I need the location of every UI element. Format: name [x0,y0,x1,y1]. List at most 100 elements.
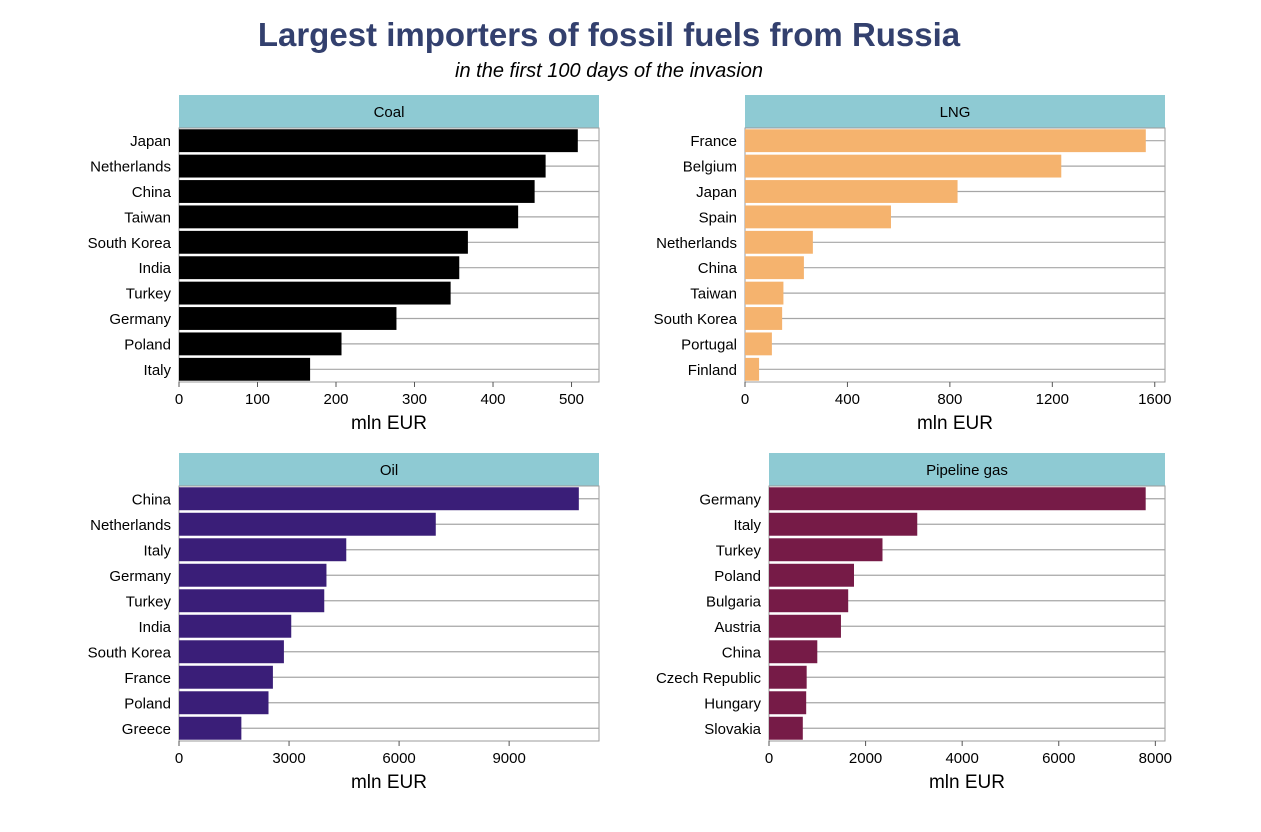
category-label: France [690,133,737,150]
x-tick-label: 200 [323,391,348,408]
bar [769,716,803,740]
category-label: Portugal [681,336,737,353]
bar [179,281,451,305]
facet-strip [179,453,599,486]
bar [745,129,1146,153]
facet-pipeline-gas: Pipeline gas Germany Italy Turkey Poland Bulg… [656,453,1172,793]
bar [745,357,760,381]
category-label: Italy [143,542,171,559]
x-tick-label: 300 [402,391,427,408]
bar [179,129,578,153]
facet-strip-label: Oil [380,462,398,479]
chart-title: Largest importers of fossil fuels from R… [257,16,961,53]
bar [769,614,841,638]
bar [769,538,883,562]
bar [769,589,849,613]
category-label: China [698,260,738,277]
bar [179,205,519,229]
x-tick-label: 0 [175,391,183,408]
bar [179,538,347,562]
category-label: Poland [124,336,171,353]
category-label: India [138,260,171,277]
x-tick-label: 6000 [382,750,415,767]
bar [179,563,327,587]
bar [745,332,772,356]
x-tick-label: 6000 [1042,750,1075,767]
x-tick-label: 0 [175,750,183,767]
bar [179,614,292,638]
bar [179,180,535,203]
facet-strip [745,95,1165,128]
category-label: China [132,491,172,508]
bar [179,512,436,536]
bar [745,281,784,305]
facet-strip-label: LNG [940,104,971,121]
x-tick-label: 400 [835,391,860,408]
x-tick-label: 400 [481,391,506,408]
category-label: Turkey [716,542,762,559]
category-label: Spain [699,209,737,226]
category-label: Finland [688,362,737,379]
category-label: France [124,670,171,687]
category-label: Japan [130,133,171,150]
x-tick-label: 4000 [945,750,978,767]
category-label: Hungary [704,695,761,712]
bar [769,512,918,536]
category-label: China [722,644,762,661]
x-tick-label: 3000 [272,750,305,767]
category-label: South Korea [88,644,172,661]
x-tick-label: 800 [937,391,962,408]
category-label: Germany [109,568,171,585]
bar [745,307,783,330]
bar [179,665,273,689]
facet-strip-label: Pipeline gas [926,462,1008,479]
facet-coal: Coal Japan Netherlands China Taiwan South Kor… [88,95,600,434]
category-label: Turkey [126,593,172,610]
category-label: Netherlands [90,159,171,176]
bar [179,589,325,613]
category-label: Taiwan [690,286,737,303]
category-label: Austria [714,619,761,636]
bar [179,716,242,740]
bar [745,230,813,254]
category-label: Slovakia [704,721,761,738]
category-label: Taiwan [124,209,171,226]
category-label: Germany [699,491,761,508]
bar [179,256,460,280]
x-axis-label: mln EUR [351,413,427,434]
x-axis-label: mln EUR [929,772,1005,793]
facet-strip [179,95,599,128]
category-label: Italy [143,362,171,379]
category-label: Poland [124,695,171,712]
facet-strip-label: Coal [374,104,405,121]
x-tick-label: 9000 [492,750,525,767]
x-tick-label: 8000 [1139,750,1172,767]
bar [179,230,468,254]
category-label: Turkey [126,286,172,303]
bar [769,691,807,715]
bar [179,487,579,511]
category-label: Belgium [683,159,737,176]
chart-subtitle: in the first 100 days of the invasion [455,60,763,82]
bar [179,357,311,381]
bar [769,487,1146,511]
bar [769,665,807,689]
category-label: Japan [696,184,737,201]
bar [179,307,397,330]
bar [179,640,284,664]
bar [745,205,891,229]
bar [769,640,818,664]
category-label: India [138,619,171,636]
x-axis-label: mln EUR [917,413,993,434]
bar [179,154,546,178]
category-label: Greece [122,721,171,738]
x-tick-label: 2000 [849,750,882,767]
category-label: South Korea [654,311,738,328]
category-label: Netherlands [656,235,737,252]
x-tick-label: 0 [741,391,749,408]
x-tick-label: 500 [559,391,584,408]
category-label: South Korea [88,235,172,252]
category-label: Germany [109,311,171,328]
